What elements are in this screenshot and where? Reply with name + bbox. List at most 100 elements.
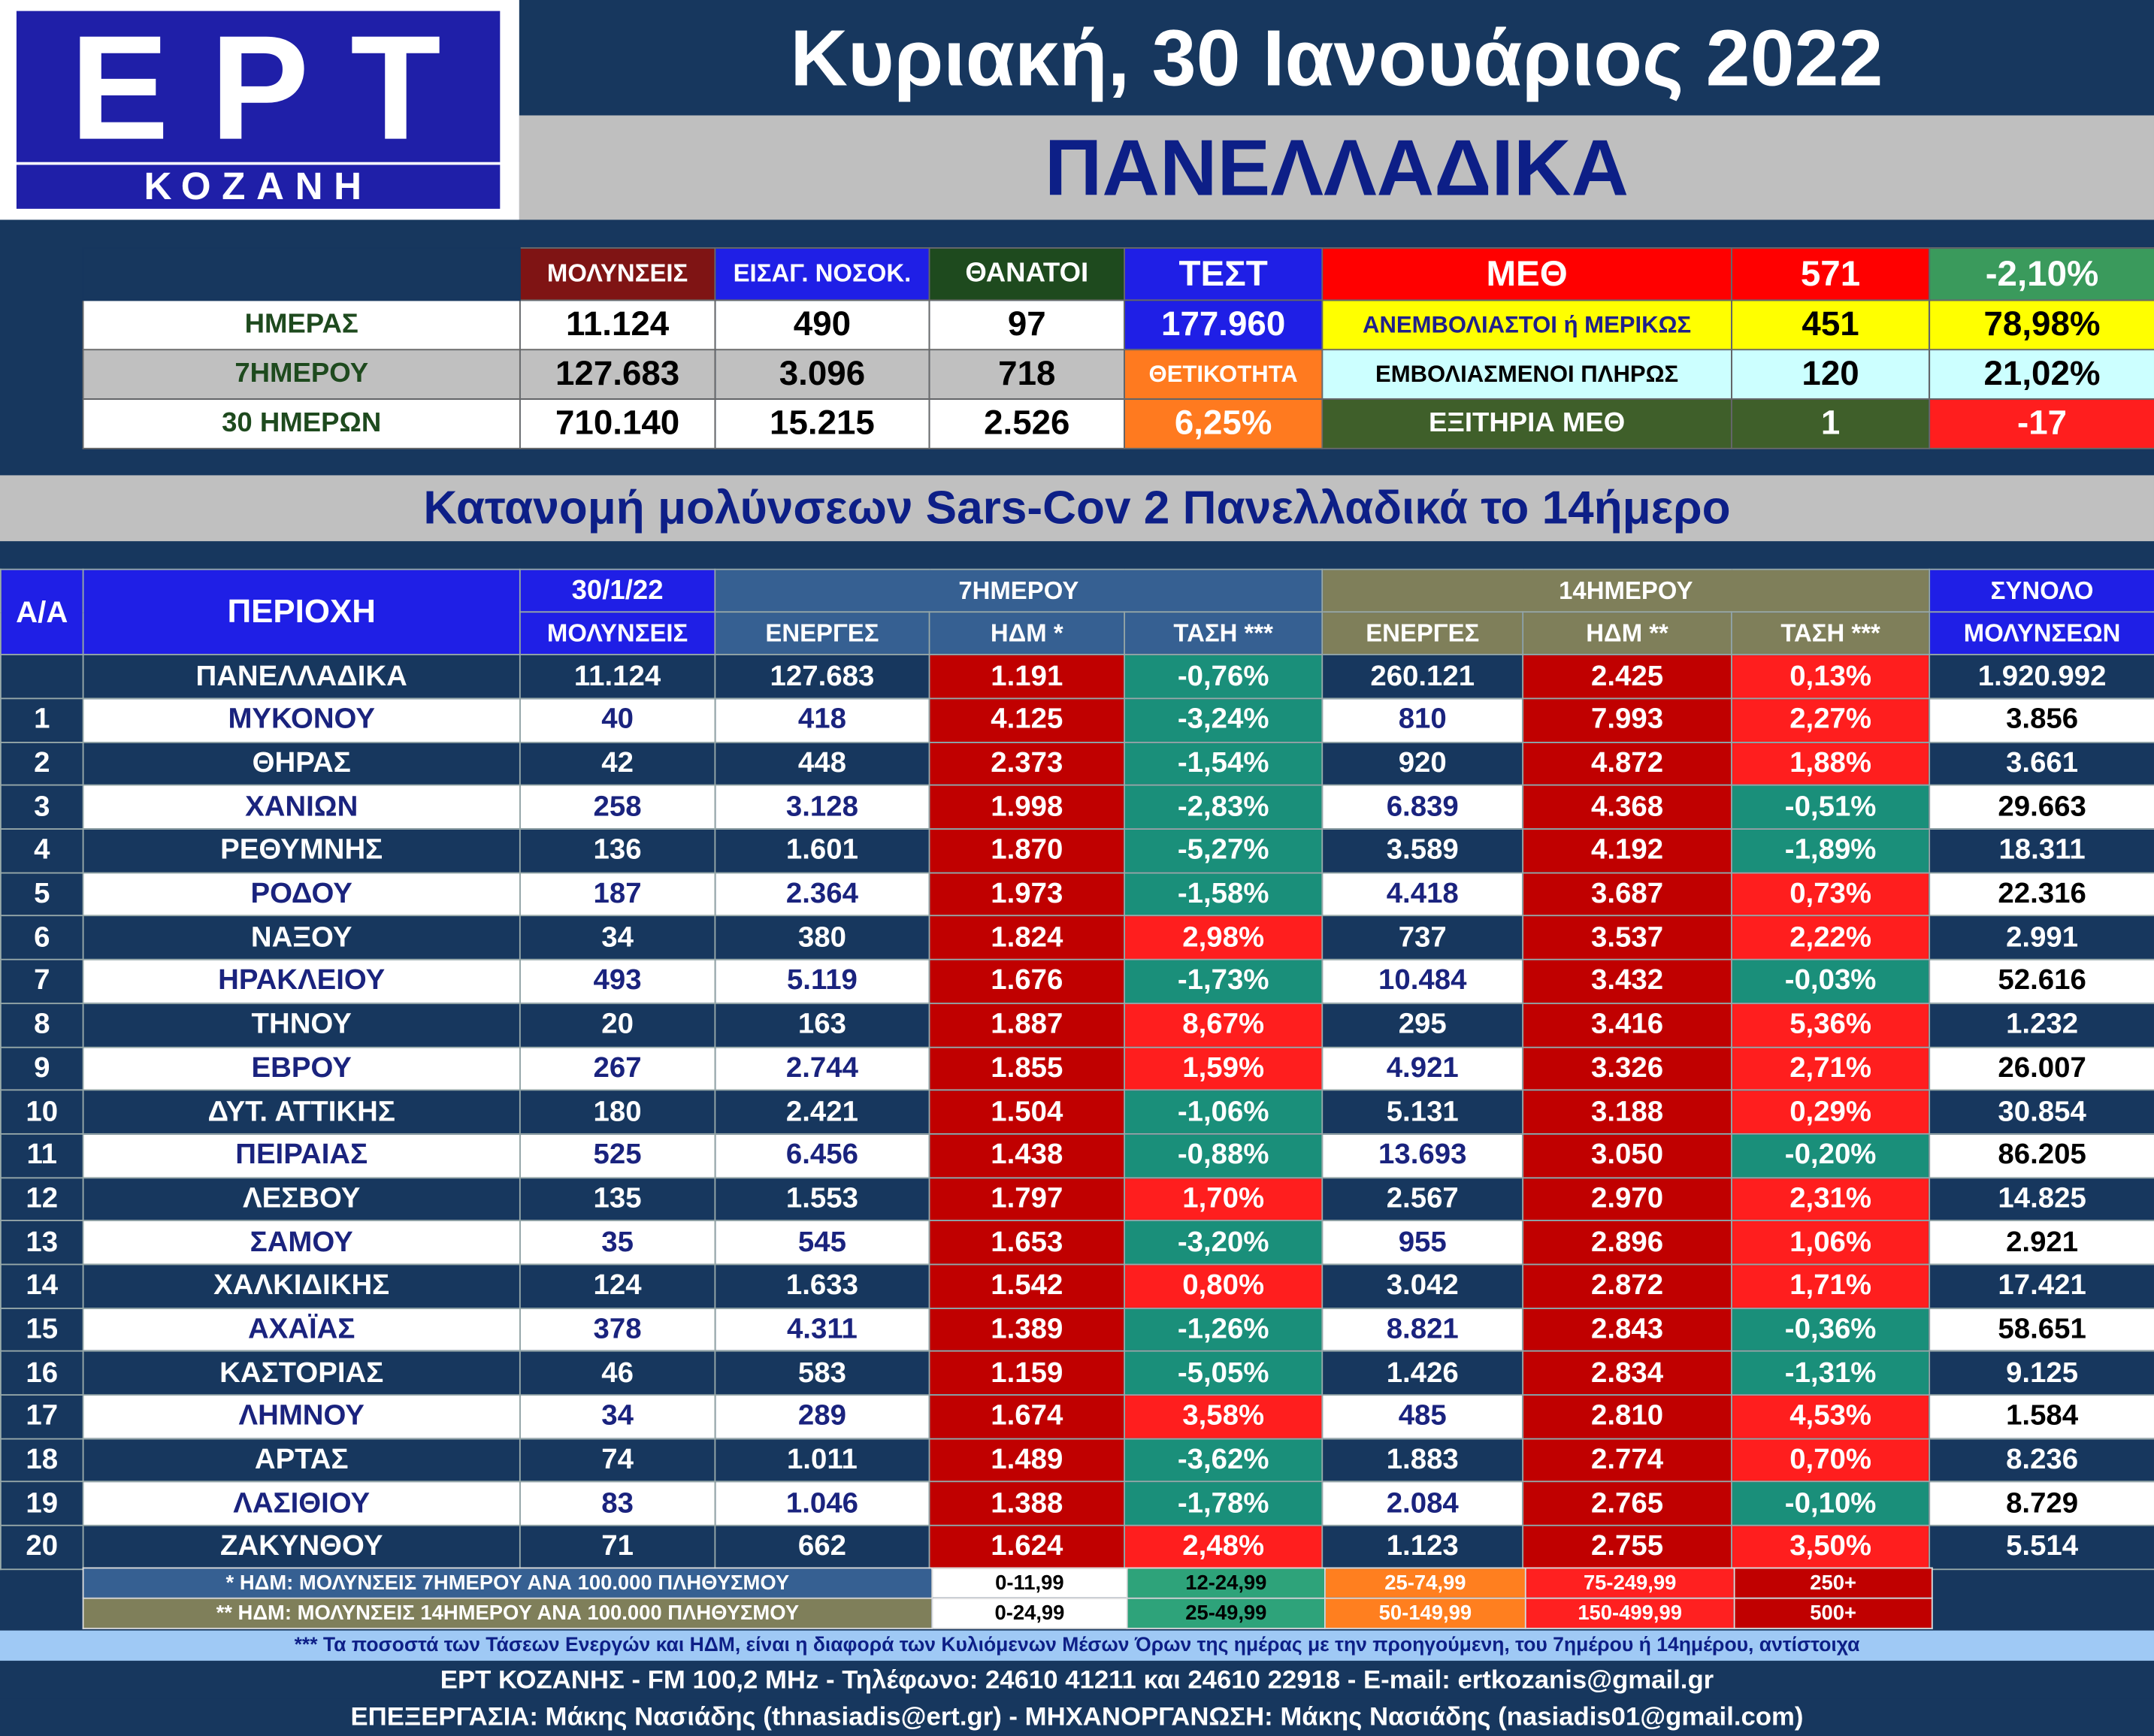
cell-active14: 955: [1321, 1220, 1524, 1266]
table-row: 15 ΑΧΑΪΑΣ 378 4.311 1.389 -1,26% 8.821 2.843 -0,…: [0, 1307, 2154, 1353]
header-total: ΣΥΝΟΛΟ: [1929, 568, 2154, 613]
cell-hdm7: 1.797: [928, 1176, 1125, 1222]
cell-trend14: -0,10%: [1731, 1481, 1931, 1526]
cell-active14: 3.042: [1321, 1263, 1524, 1309]
icu-value: 571: [1731, 247, 1931, 301]
cell-trend7: -1,06%: [1124, 1089, 1324, 1135]
day-deaths: 97: [928, 299, 1125, 351]
cell-today: 42: [519, 741, 716, 787]
cell-today: 71: [519, 1524, 716, 1570]
cell-active14: 6.839: [1321, 785, 1524, 830]
cell-trend14: 2,27%: [1731, 697, 1931, 743]
cell-today: 20: [519, 1002, 716, 1048]
header-14day: 14ΗΜΕΡΟΥ: [1321, 568, 1931, 613]
table-row: 13 ΣΑΜΟΥ 35 545 1.653 -3,20% 955 2.896 1,06% 2.92…: [0, 1220, 2154, 1266]
cell-total: 18.311: [1929, 828, 2154, 874]
cell-hdm7: 1.504: [928, 1089, 1125, 1135]
cell-trend7: 2,98%: [1124, 915, 1324, 960]
cell-total: 2.991: [1929, 915, 2154, 960]
cell-trend14: -1,89%: [1731, 828, 1931, 874]
cell-trend14: 4,53%: [1731, 1394, 1931, 1439]
cell-trend7: 2,48%: [1124, 1524, 1324, 1570]
cell-hdm14: 2.810: [1522, 1394, 1732, 1439]
cell-today: 180: [519, 1089, 716, 1135]
cell-hdm14: 3.188: [1522, 1089, 1732, 1135]
unvaccinated-pct: 78,98%: [1929, 299, 2154, 351]
cell-active14: 1.883: [1321, 1438, 1524, 1483]
header-7day: 7ΗΜΕΡΟΥ: [714, 568, 1324, 613]
month-deaths: 2.526: [928, 398, 1125, 449]
cell-trend7: 1,70%: [1124, 1176, 1324, 1222]
tests-value: 177.960: [1124, 299, 1324, 351]
table-row: 7 ΗΡΑΚΛΕΙΟΥ 493 5.119 1.676 -1,73% 10.484 3.432…: [0, 959, 2154, 1004]
cell-hdm7: 1.388: [928, 1481, 1125, 1526]
table-row: 4 ΡΕΘΥΜΝΗΣ 136 1.601 1.870 -5,27% 3.589 4.192 -1…: [0, 828, 2154, 874]
cell-active14: 4.418: [1321, 872, 1524, 917]
cell-hdm14: 2.755: [1522, 1524, 1732, 1570]
cell-active14: 2.567: [1321, 1176, 1524, 1222]
cell-hdm14: 4.368: [1522, 785, 1732, 830]
cell-total: 17.421: [1929, 1263, 2154, 1309]
cell-hdm14: 3.687: [1522, 872, 1732, 917]
cell-hdm14: 7.993: [1522, 697, 1732, 743]
cell-active7: 2.744: [714, 1045, 930, 1091]
cell-area: ΑΡΤΑΣ: [82, 1438, 521, 1483]
national-hdm14: 2.425: [1522, 654, 1732, 700]
cell-hdm7: 1.159: [928, 1350, 1125, 1396]
cell-hdm7: 1.973: [928, 872, 1125, 917]
table-row: 9 ΕΒΡΟΥ 267 2.744 1.855 1,59% 4.921 3.326 2,71% 2…: [0, 1045, 2154, 1091]
cell-hdm7: 1.653: [928, 1220, 1125, 1266]
cell-trend7: -2,83%: [1124, 785, 1324, 830]
cell-today: 135: [519, 1176, 716, 1222]
national-today: 11.124: [519, 654, 716, 700]
cell-hdm7: 1.674: [928, 1394, 1125, 1439]
header-total-sub: ΜΟΛΥΝΣΕΩΝ: [1929, 611, 2154, 655]
cell-today: 40: [519, 697, 716, 743]
national-area: ΠΑΝΕΛΛΑΔΙΚΑ: [82, 654, 521, 700]
cell-aa: 13: [0, 1220, 84, 1266]
cell-today: 74: [519, 1438, 716, 1483]
header-infections: ΜΟΛΥΝΣΕΙΣ: [519, 247, 716, 301]
cell-area: ΝΑΞΟΥ: [82, 915, 521, 960]
cell-active7: 1.046: [714, 1481, 930, 1526]
cell-aa: 3: [0, 785, 84, 830]
cell-trend7: -1,26%: [1124, 1307, 1324, 1353]
legend-table: * ΗΔΜ: ΜΟΛΥΝΣΕΙΣ 7ΗΜΕΡΟΥ ΑΝΑ 100.000 ΠΛΗ…: [82, 1567, 1933, 1629]
cell-aa: 19: [0, 1481, 84, 1526]
cell-active7: 5.119: [714, 959, 930, 1004]
day-admissions: 490: [714, 299, 930, 351]
positivity-value: 6,25%: [1124, 398, 1324, 449]
ert-logo: ΕΡΤ ΚΟΖΑΝΗ: [0, 0, 519, 220]
cell-aa: 5: [0, 872, 84, 917]
cell-hdm7: 1.624: [928, 1524, 1125, 1570]
cell-aa: 17: [0, 1394, 84, 1439]
cell-total: 3.661: [1929, 741, 2154, 787]
cell-total: 3.856: [1929, 697, 2154, 743]
cell-trend7: -3,20%: [1124, 1220, 1324, 1266]
vaccinated-pct: 21,02%: [1929, 349, 2154, 400]
distribution-title: Κατανομή μολύνσεων Sars-Cov 2 Πανελλαδικ…: [0, 475, 2154, 542]
cell-aa: 18: [0, 1438, 84, 1483]
cell-hdm7: 1.542: [928, 1263, 1125, 1309]
cell-aa: 11: [0, 1133, 84, 1178]
cell-today: 34: [519, 1394, 716, 1439]
icu-discharged-change: -17: [1929, 398, 2154, 449]
header-date: 30/1/22: [519, 568, 716, 613]
legend-range7-5: 250+: [1733, 1567, 1933, 1599]
cell-trend14: 0,70%: [1731, 1438, 1931, 1483]
table-row: 8 ΤΗΝΟΥ 20 163 1.887 8,67% 295 3.416 5,36% 1.232: [0, 1002, 2154, 1048]
cell-total: 8.236: [1929, 1438, 2154, 1483]
cell-area: ΧΑΝΙΩΝ: [82, 785, 521, 830]
cell-trend7: -5,27%: [1124, 828, 1324, 874]
icu-discharged-value: 1: [1731, 398, 1931, 449]
cell-trend14: -0,20%: [1731, 1133, 1931, 1178]
cell-today: 378: [519, 1307, 716, 1353]
cell-area: ΑΧΑΪΑΣ: [82, 1307, 521, 1353]
cell-total: 1.584: [1929, 1394, 2154, 1439]
table-row: 18 ΑΡΤΑΣ 74 1.011 1.489 -3,62% 1.883 2.774 0,70%…: [0, 1438, 2154, 1483]
cell-trend7: -1,58%: [1124, 872, 1324, 917]
vaccinated-value: 120: [1731, 349, 1931, 400]
cell-total: 58.651: [1929, 1307, 2154, 1353]
cell-area: ΚΑΣΤΟΡΙΑΣ: [82, 1350, 521, 1396]
cell-trend14: -0,36%: [1731, 1307, 1931, 1353]
